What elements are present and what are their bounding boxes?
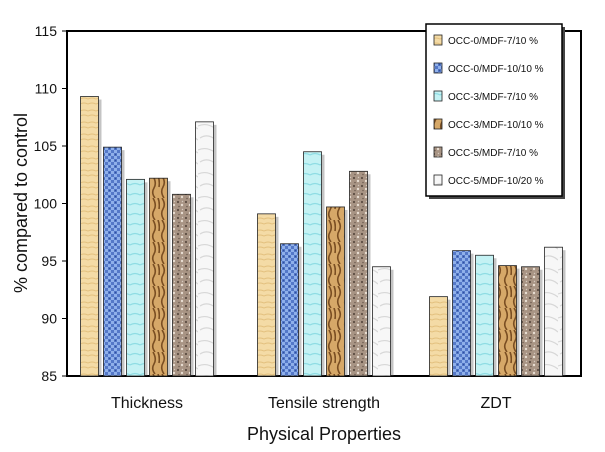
- legend-label: OCC-0/MDF-7/10 %: [448, 36, 538, 47]
- y-tick-label: 110: [35, 81, 58, 97]
- bar-5-zdt: [521, 266, 540, 377]
- bar-3-thickness: [126, 178, 145, 377]
- y-tick-label: 115: [35, 23, 58, 39]
- legend-label: OCC-3/MDF-7/10 %: [448, 92, 538, 103]
- legend-swatch: [433, 62, 443, 74]
- y-tick-label: 95: [41, 253, 57, 269]
- x-axis-label: Physical Properties: [247, 424, 401, 444]
- legend-swatch: [433, 90, 443, 102]
- bar-series-group: [80, 96, 566, 377]
- bar-5-thickness: [172, 193, 191, 377]
- y-tick-label: 85: [41, 368, 57, 384]
- bar-4-tensile-strength: [326, 206, 345, 377]
- bar-4-zdt: [498, 265, 517, 377]
- legend-label: OCC-3/MDF-10/10 %: [448, 120, 544, 131]
- y-tick-label: 90: [41, 311, 57, 327]
- y-axis: 85 90 95 100 105 110 115: [34, 23, 67, 384]
- legend-label: OCC-5/MDF-7/10 %: [448, 148, 538, 159]
- bar-3-tensile-strength: [303, 151, 322, 377]
- y-axis-label: % compared to control: [11, 113, 31, 293]
- bar-4-thickness: [149, 177, 168, 377]
- legend-label: OCC-5/MDF-10/20 %: [448, 176, 544, 187]
- bar-1-tensile-strength: [257, 213, 276, 377]
- legend-swatch: [433, 34, 443, 46]
- bar-5-tensile-strength: [349, 170, 368, 377]
- bar-2-zdt: [452, 250, 471, 377]
- legend: OCC-0/MDF-7/10 % OCC-0/MDF-10/10 % OCC-3/M…: [425, 23, 565, 199]
- x-tick-label: Thickness: [111, 395, 183, 412]
- legend-swatch: [433, 118, 443, 130]
- bar-2-tensile-strength: [280, 243, 299, 377]
- bar-6-tensile-strength: [372, 266, 391, 377]
- y-tick-label: 105: [34, 138, 58, 154]
- legend-swatch: [433, 174, 443, 186]
- y-tick-label: 100: [34, 196, 58, 212]
- bar-6-thickness: [195, 121, 214, 377]
- legend-box: [425, 23, 563, 197]
- legend-label: OCC-0/MDF-10/10 %: [448, 64, 544, 75]
- bar-1-zdt: [429, 296, 448, 377]
- bar-6-zdt: [544, 246, 563, 377]
- bar-1-thickness: [80, 96, 99, 377]
- bar-3-zdt: [475, 254, 494, 377]
- legend-swatch: [433, 146, 443, 158]
- x-tick-label: ZDT: [480, 395, 511, 412]
- bar-2-thickness: [103, 146, 122, 377]
- x-axis: Thickness Tensile strength ZDT: [111, 395, 512, 412]
- x-tick-label: Tensile strength: [268, 395, 380, 412]
